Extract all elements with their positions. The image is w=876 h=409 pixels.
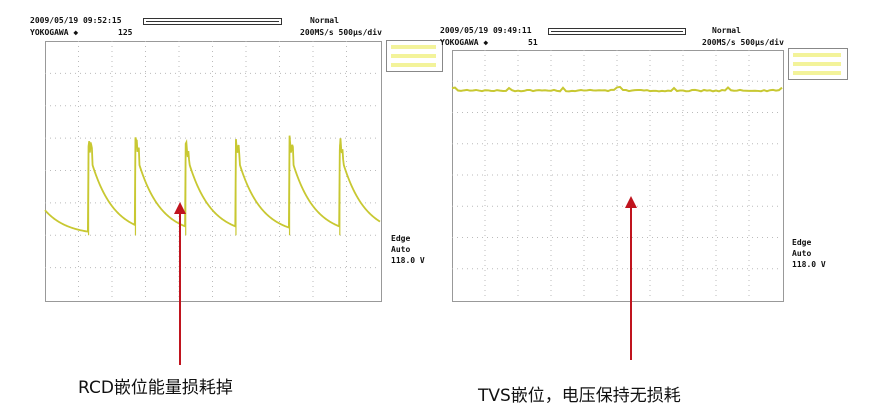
right-arrowhead-icon <box>625 196 637 208</box>
left-caption: RCD嵌位能量损耗掉 <box>78 373 233 398</box>
rcd-waveform-trace <box>45 136 380 232</box>
left-arrowhead-icon <box>174 202 186 214</box>
right-caption: TVS嵌位，电压保持无损耗 <box>478 381 681 406</box>
